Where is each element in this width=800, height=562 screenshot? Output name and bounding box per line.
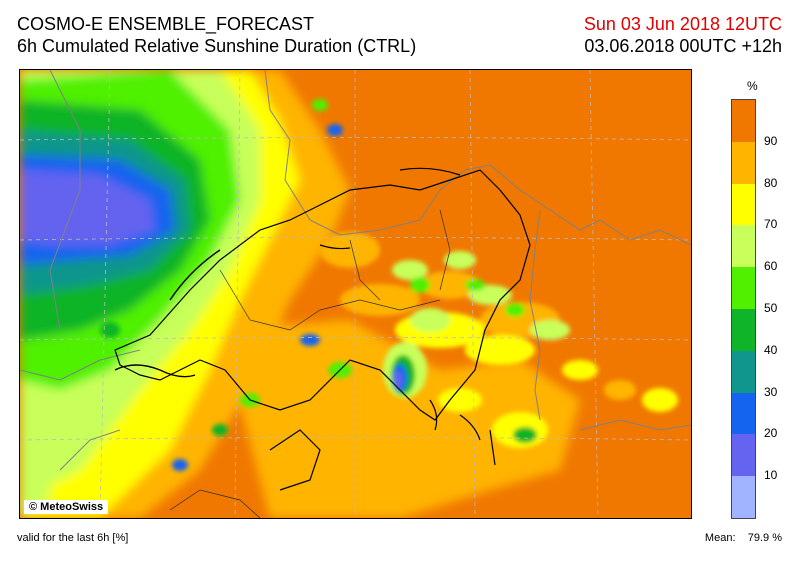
swiss-border [114, 167, 531, 491]
legend-swatch-90-100 [732, 100, 755, 143]
title-block: COSMO-E ENSEMBLE_FORECAST 6h Cumulated R… [17, 14, 416, 58]
sunshine-field [20, 70, 580, 518]
legend-tick-label: 30 [764, 384, 778, 399]
legend-swatch-70-80 [732, 183, 755, 226]
legend-swatch-20-30 [732, 392, 755, 435]
run-info: 03.06.2018 00UTC +12h [584, 35, 782, 56]
mean-readout: Mean: 79.9 % [705, 532, 782, 544]
forecast-map: © MeteoSwiss [19, 69, 692, 519]
mean-value: 79.9 % [747, 532, 782, 544]
legend-swatch-10-20 [732, 434, 755, 477]
legend-tick-label: 10 [764, 468, 778, 483]
alpine-patches [72, 99, 678, 471]
legend-tick-label: 70 [764, 217, 778, 232]
forecast-model-title: COSMO-E ENSEMBLE_FORECAST [17, 14, 315, 34]
legend-tick-label: 40 [764, 342, 778, 357]
legend-swatch-30-40 [732, 350, 755, 394]
legend-tick-label: 50 [764, 301, 778, 315]
legend-swatch-40-50 [732, 309, 755, 352]
legend-swatch-80-90 [732, 141, 755, 185]
graticule [20, 70, 691, 518]
valid-period-note: valid for the last 6h [%] [17, 532, 129, 544]
legend-swatch-50-60 [732, 267, 755, 310]
legend-unit: % [747, 79, 758, 93]
valid-date: Sun 03 Jun 2018 12UTC [583, 14, 782, 34]
region-lines [169, 209, 451, 518]
date-block: Sun 03 Jun 2018 12UTC 03.06.2018 00UTC +… [584, 14, 782, 58]
mean-label: Mean: [704, 532, 736, 544]
legend-colorbar [731, 99, 756, 519]
legend-swatch-0-10 [732, 476, 755, 519]
border-lines [20, 70, 691, 471]
map-canvas [20, 70, 691, 518]
legend-tick-label: 90 [764, 133, 778, 148]
legend-tick-label: 80 [764, 175, 778, 190]
legend-tick-label: 20 [764, 426, 778, 441]
parameter-title: 6h Cumulated Relative Sunshine Duration … [17, 35, 417, 56]
copyright-label: © MeteoSwiss [24, 500, 109, 514]
legend-tick-label: 60 [764, 259, 778, 274]
legend-swatch-60-70 [732, 225, 755, 268]
